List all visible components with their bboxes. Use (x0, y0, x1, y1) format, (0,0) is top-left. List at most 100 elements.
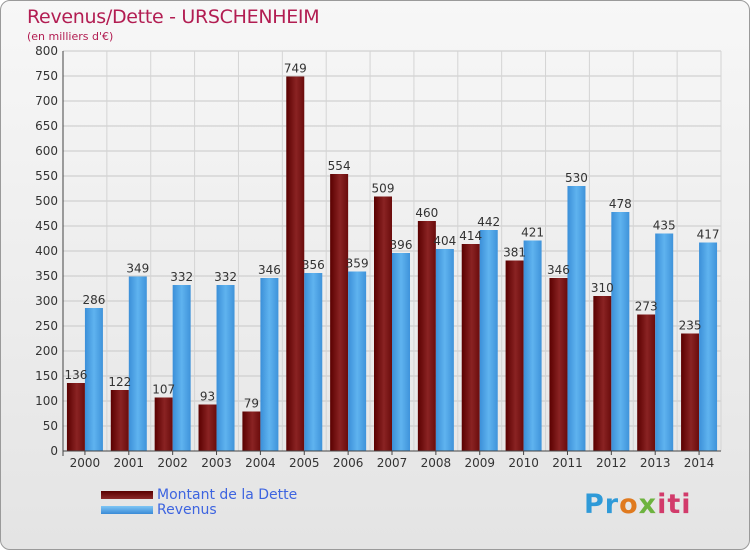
revenue-bar (699, 242, 718, 451)
revenue-bar (523, 240, 542, 451)
y-tick-label: 800 (35, 44, 58, 58)
x-tick-label: 2014 (684, 456, 715, 470)
proxiti-logo: Proxiti (584, 489, 692, 520)
y-tick-label: 400 (35, 244, 58, 258)
legend-swatch-debt (101, 490, 153, 499)
debt-bar (110, 390, 129, 451)
debt-value-label: 460 (415, 206, 438, 220)
debt-bar (286, 76, 305, 451)
revenue-bar (435, 249, 454, 451)
y-tick-label: 100 (35, 394, 58, 408)
x-tick-label: 2013 (640, 456, 671, 470)
debt-bar (637, 314, 656, 451)
revenue-bar (348, 271, 367, 451)
y-tick-label: 600 (35, 144, 58, 158)
revenue-value-label: 530 (565, 171, 588, 185)
debt-bar (593, 296, 612, 451)
debt-value-label: 509 (372, 182, 395, 196)
x-tick-label: 2002 (157, 456, 188, 470)
revenue-value-label: 442 (477, 215, 500, 229)
y-tick-label: 500 (35, 194, 58, 208)
legend: Montant de la Dette Revenus (101, 486, 298, 518)
debt-bar (330, 174, 349, 451)
revenue-value-label: 478 (609, 197, 632, 211)
x-tick-label: 2000 (70, 456, 101, 470)
x-tick-label: 2005 (289, 456, 320, 470)
debt-value-label: 93 (200, 390, 215, 404)
legend-item-revenue: Revenus (101, 501, 297, 518)
y-tick-label: 50 (43, 419, 58, 433)
revenue-value-label: 332 (170, 270, 193, 284)
x-tick-label: 2012 (596, 456, 627, 470)
revenue-bar (655, 233, 674, 451)
revenue-bar (392, 253, 410, 451)
x-tick-label: 2011 (552, 456, 583, 470)
revenue-bar (611, 212, 630, 451)
revenue-value-label: 332 (214, 270, 237, 284)
debt-value-label: 414 (459, 229, 482, 243)
revenue-bar (84, 308, 103, 451)
y-tick-label: 450 (35, 219, 58, 233)
debt-value-label: 107 (152, 383, 175, 397)
debt-bar (505, 260, 524, 451)
y-tick-label: 650 (35, 119, 58, 133)
revenue-value-label: 435 (653, 219, 676, 233)
revenue-value-label: 396 (390, 238, 413, 252)
debt-value-label: 273 (635, 300, 658, 314)
debt-value-label: 310 (591, 281, 614, 295)
debt-value-label: 381 (503, 246, 526, 260)
debt-value-label: 554 (328, 159, 351, 173)
debt-bar (681, 333, 700, 451)
y-tick-label: 0 (50, 444, 58, 458)
x-tick-label: 2001 (114, 456, 145, 470)
x-tick-label: 2010 (508, 456, 539, 470)
y-tick-label: 200 (35, 344, 58, 358)
revenue-bar (128, 276, 147, 451)
revenue-bar (479, 230, 498, 451)
debt-bar (66, 383, 85, 451)
y-tick-label: 350 (35, 269, 58, 283)
x-tick-label: 2006 (333, 456, 364, 470)
debt-bar (374, 196, 392, 451)
y-tick-label: 750 (35, 69, 58, 83)
debt-bar (461, 244, 480, 451)
debt-bar (549, 278, 568, 451)
revenue-bar (172, 285, 191, 451)
revenue-value-label: 286 (82, 293, 105, 307)
debt-bar (154, 397, 173, 451)
chart-subtitle: (en milliers d'€) (27, 30, 114, 43)
y-tick-label: 250 (35, 319, 58, 333)
revenue-bar (260, 278, 279, 451)
legend-swatch-revenue (101, 505, 153, 514)
debt-value-label: 122 (108, 375, 131, 389)
debt-value-label: 346 (547, 263, 570, 277)
revenue-value-label: 421 (521, 226, 544, 240)
debt-value-label: 749 (284, 62, 307, 76)
revenue-value-label: 359 (346, 257, 369, 271)
revenue-value-label: 356 (302, 258, 325, 272)
y-tick-label: 550 (35, 169, 58, 183)
debt-value-label: 136 (64, 368, 87, 382)
x-tick-label: 2004 (245, 456, 276, 470)
revenue-bar (567, 186, 586, 451)
x-tick-label: 2008 (421, 456, 452, 470)
debt-value-label: 235 (679, 319, 702, 333)
legend-label-revenue: Revenus (157, 501, 217, 518)
revenue-bar (304, 273, 323, 451)
revenue-value-label: 346 (258, 263, 281, 277)
x-tick-label: 2009 (464, 456, 495, 470)
debt-bar (242, 411, 261, 451)
debt-bar (198, 404, 217, 451)
chart-title: Revenus/Dette - URSCHENHEIM (27, 6, 320, 28)
x-tick-label: 2007 (377, 456, 408, 470)
revenue-value-label: 404 (433, 234, 456, 248)
revenue-value-label: 417 (697, 228, 720, 242)
y-tick-label: 300 (35, 294, 58, 308)
legend-item-debt: Montant de la Dette (101, 486, 298, 503)
y-tick-label: 150 (35, 369, 58, 383)
legend-label-debt: Montant de la Dette (157, 486, 298, 503)
revenue-value-label: 349 (126, 262, 149, 276)
x-tick-label: 2003 (201, 456, 232, 470)
